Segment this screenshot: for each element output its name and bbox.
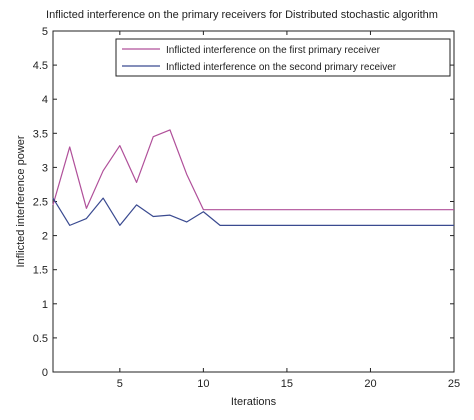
y-tick-label: 3.5 — [33, 128, 48, 140]
y-tick-label: 2.5 — [33, 197, 48, 209]
y-axis-ticks: 0 0.5 1 1.5 2 2.5 3 3.5 4 4.5 5 — [33, 26, 454, 379]
chart-title: Inflicted interference on the primary re… — [46, 9, 438, 21]
y-axis-label: Inflicted interference power — [15, 135, 27, 267]
legend-label-first-receiver: Inflicted interference on the first prim… — [166, 45, 381, 56]
y-tick-label: 1 — [42, 299, 48, 311]
x-axis-ticks: 5 10 15 20 25 — [117, 31, 460, 390]
series-line-first-receiver — [52, 129, 454, 211]
x-tick-label: 20 — [364, 378, 376, 390]
series-layer — [52, 129, 454, 226]
legend-label-second-receiver: Inflicted interference on the second pri… — [166, 62, 397, 73]
y-tick-label: 5 — [42, 26, 48, 38]
y-tick-label: 4.5 — [33, 60, 48, 72]
y-tick-label: 4 — [42, 94, 48, 106]
legend: Inflicted interference on the first prim… — [115, 38, 451, 77]
legend-box — [115, 38, 451, 77]
x-axis-label: Iterations — [231, 396, 277, 408]
x-tick-label: 5 — [117, 378, 123, 390]
y-tick-label: 0.5 — [33, 333, 48, 345]
series-line-second-receiver — [52, 197, 454, 226]
plot-frame — [52, 30, 455, 373]
x-tick-label: 10 — [197, 378, 209, 390]
y-tick-label: 0 — [42, 367, 48, 379]
y-tick-label: 1.5 — [33, 265, 48, 277]
y-tick-label: 2 — [42, 231, 48, 243]
x-tick-label: 25 — [448, 378, 460, 390]
y-tick-label: 3 — [42, 162, 48, 174]
x-tick-label: 15 — [281, 378, 293, 390]
